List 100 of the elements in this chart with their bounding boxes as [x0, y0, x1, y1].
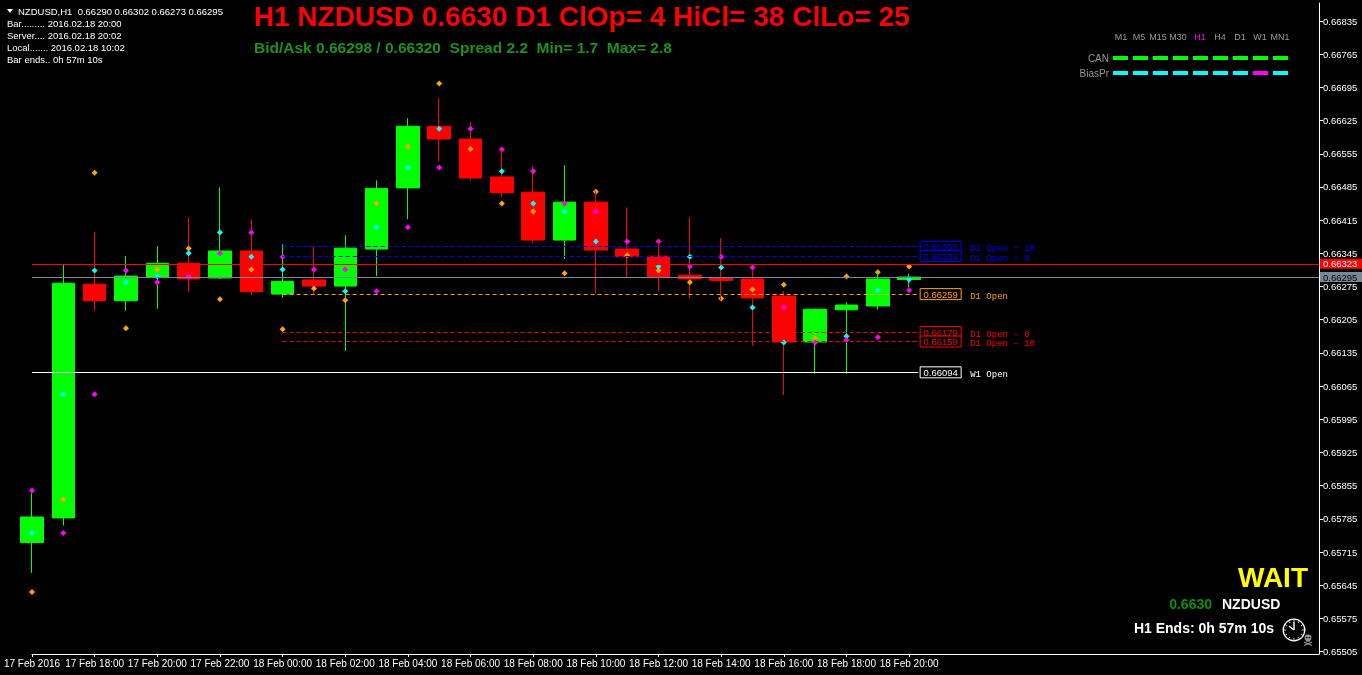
point [29, 588, 35, 595]
point [592, 238, 599, 245]
point [561, 200, 568, 207]
y-tick-label: 0.65855 [1323, 480, 1358, 492]
annotation: 0.66339 [923, 250, 958, 262]
y-tick-label: 0.66835 [1323, 15, 1358, 27]
point [342, 288, 349, 295]
annotation: Server.... 2016.02.18 20:02 [7, 29, 122, 41]
annotation: 0.66259 [923, 288, 958, 300]
y-tick-label: 0.65575 [1323, 612, 1358, 624]
annotation: Bar......... 2016.02.18 20:00 [7, 17, 122, 29]
x-tick-label: 18 Feb 08:00 [503, 657, 564, 669]
candlestick [803, 307, 827, 375]
point [342, 297, 349, 304]
y-tick-label: 0.65925 [1323, 446, 1358, 458]
point [122, 267, 129, 274]
point [248, 266, 255, 273]
point [498, 168, 505, 175]
y-tick-label: 0.66275 [1323, 281, 1358, 293]
point [216, 296, 223, 303]
y-tick-label: 0.66345 [1323, 247, 1358, 259]
point [60, 530, 67, 537]
y-tick-label: 0.66765 [1323, 48, 1358, 60]
annotation: M15 [1149, 32, 1167, 42]
point [404, 143, 411, 150]
candlestick [365, 179, 388, 277]
x-tick-label: 18 Feb 18:00 [817, 657, 877, 669]
x-tick-label: 18 Feb 04:00 [378, 657, 438, 669]
point [624, 238, 631, 245]
point [874, 334, 881, 341]
annotation: NZDUSD [1222, 596, 1281, 612]
point [154, 266, 161, 273]
point [310, 266, 317, 273]
point [530, 168, 537, 175]
text: 0.66323 [1323, 258, 1358, 270]
point [467, 146, 474, 153]
point [373, 200, 380, 207]
point [91, 391, 98, 398]
point [154, 279, 161, 286]
point [216, 229, 223, 236]
point [342, 266, 349, 273]
annotation: D1 [1234, 32, 1246, 42]
point [655, 263, 662, 270]
annotation: 0.66359 [923, 241, 958, 253]
point [29, 487, 35, 494]
point [561, 270, 568, 277]
y-tick-label: 0.65715 [1323, 546, 1358, 558]
annotation: BiasPr [1079, 67, 1110, 79]
point [60, 496, 67, 503]
annotation: H1 Ends: 0h 57m 10s [1133, 620, 1275, 636]
x-tick-label: 17 Feb 18:00 [65, 657, 125, 669]
x-tick-label: 18 Feb 00:00 [253, 657, 313, 669]
point [498, 200, 505, 207]
point [780, 281, 787, 288]
y-tick-label: 0.65995 [1323, 413, 1358, 425]
y-tick-label: 0.66485 [1323, 181, 1358, 193]
y-tick-label: 0.66415 [1323, 214, 1358, 226]
candlestick [553, 164, 576, 260]
y-tick-label: 0.66205 [1323, 314, 1358, 326]
point [436, 125, 443, 132]
x-tick-label: 18 Feb 12:00 [629, 657, 689, 669]
point [60, 391, 67, 398]
annotation: W1 [1253, 32, 1267, 42]
point [749, 304, 756, 311]
point [373, 224, 380, 231]
point [373, 288, 380, 295]
x-tick-label: 17 Feb 2016 [3, 657, 61, 669]
point [91, 267, 98, 274]
candlestick [334, 234, 357, 352]
point [780, 304, 787, 311]
point [749, 264, 756, 271]
annotation: H4 [1214, 32, 1226, 42]
x-tick-label: 18 Feb 14:00 [691, 657, 752, 669]
point [592, 208, 599, 215]
annotation: M1 [1114, 32, 1128, 42]
candlestick [396, 117, 420, 220]
annotation: 0.66159 [923, 336, 958, 348]
point [248, 253, 255, 260]
candlestick [459, 121, 482, 181]
x-tick-label: 17 Feb 22:00 [190, 657, 250, 669]
x-tick-label: 17 Feb 20:00 [127, 657, 188, 669]
point [436, 80, 443, 87]
candlestick [521, 165, 545, 244]
point [279, 266, 286, 273]
text: Bid/Ask 0.66298 / 0.66320 Spread 2.2 Min= 1.7 Max= 2.8 [254, 38, 673, 56]
y-tick-label: 0.66135 [1323, 347, 1358, 359]
point [122, 279, 129, 286]
annotation: H1 [1194, 32, 1206, 42]
candlestick [835, 301, 858, 375]
point [404, 224, 411, 231]
annotation: M30 [1169, 32, 1187, 42]
ref-line-label: D1 Open + 10 [970, 244, 1035, 255]
annotation: MN1 [1270, 32, 1290, 42]
point [185, 250, 192, 257]
annotation: Bar ends.. 0h 57m 10s [7, 53, 103, 65]
y-tick-label: 0.65645 [1323, 579, 1358, 591]
point [216, 250, 223, 257]
point [561, 208, 568, 215]
annotation: CAN [1087, 52, 1109, 64]
ref-line-label: D1 Open + 8 [970, 253, 1030, 264]
